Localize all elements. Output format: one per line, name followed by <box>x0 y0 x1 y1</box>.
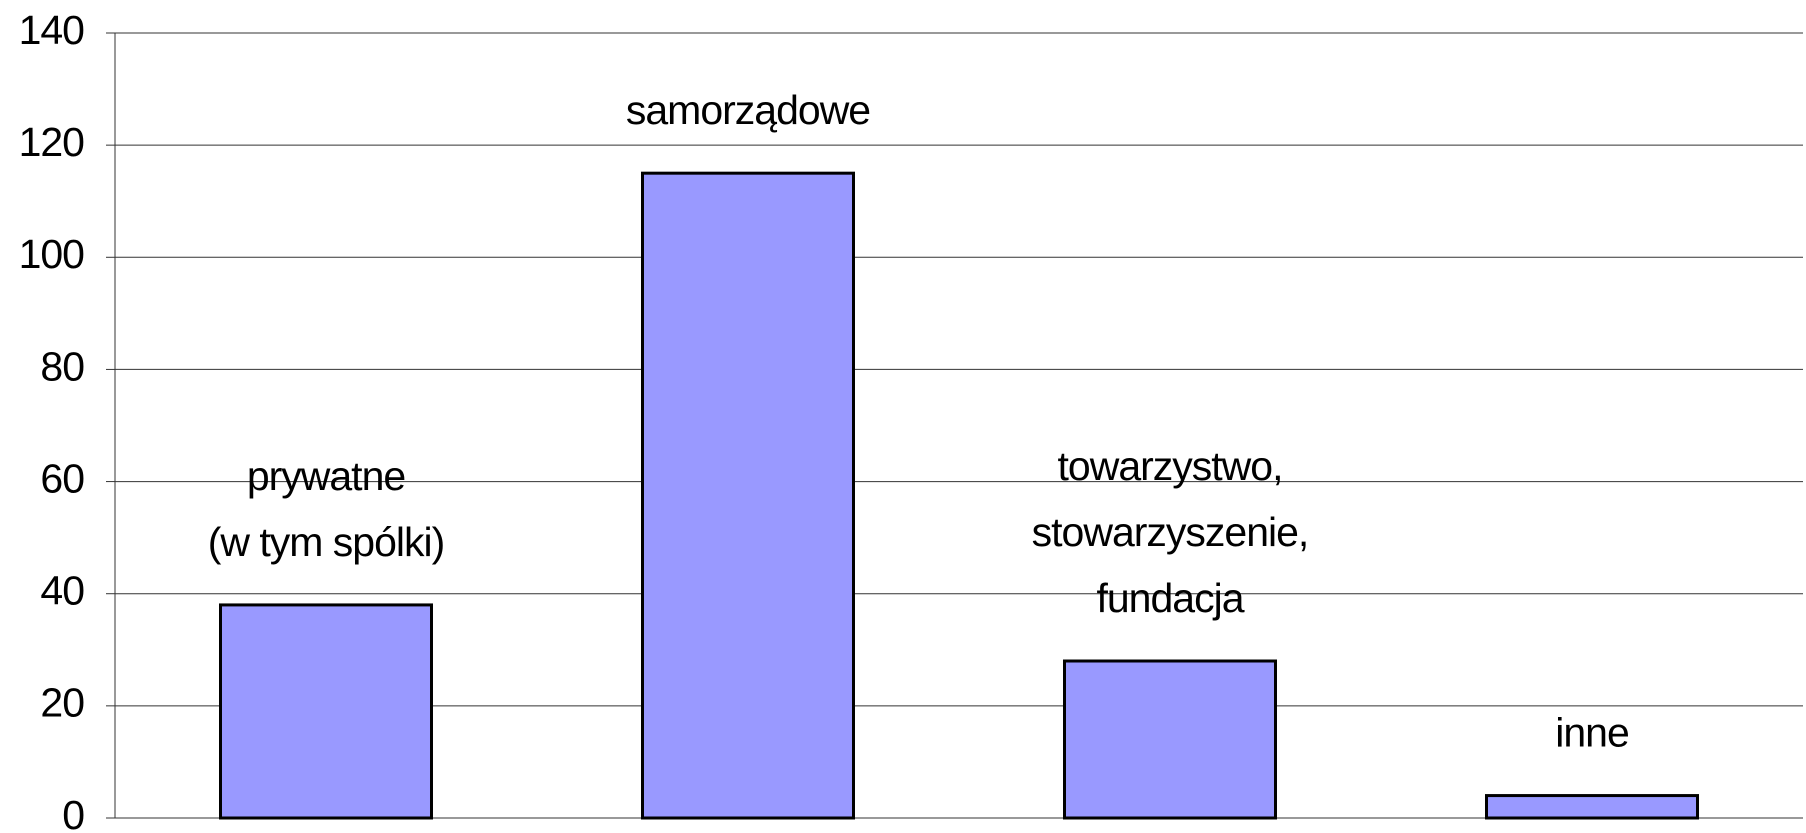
y-tick-label: 60 <box>40 455 84 501</box>
y-tick-label: 100 <box>19 231 85 277</box>
category-label: fundacja <box>1096 575 1244 621</box>
category-label: stowarzyszenie, <box>1032 509 1309 555</box>
y-tick-label: 80 <box>40 343 84 389</box>
y-tick-label: 140 <box>19 7 85 53</box>
category-label: samorządowe <box>626 87 870 133</box>
category-label: towarzystwo, <box>1058 443 1283 489</box>
y-tick-label: 40 <box>40 568 84 614</box>
bar <box>641 171 855 820</box>
y-tick-label: 0 <box>62 792 84 833</box>
bar <box>219 603 433 820</box>
category-label: (w tym spólki) <box>208 519 445 565</box>
bar <box>1485 794 1699 820</box>
y-tick-label: 20 <box>40 680 84 726</box>
y-tick-label: 120 <box>19 119 85 165</box>
category-label: prywatne <box>247 453 405 499</box>
category-label: inne <box>1555 709 1629 755</box>
bar <box>1063 659 1277 820</box>
